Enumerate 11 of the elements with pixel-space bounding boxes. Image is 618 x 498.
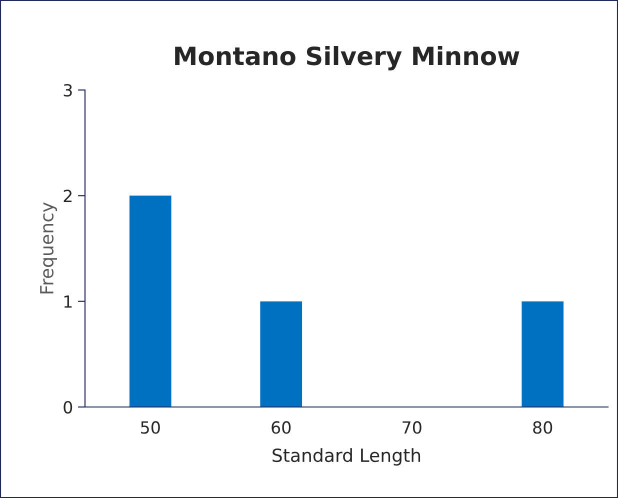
y-tick-label: 0	[64, 400, 72, 414]
chart-title: Montano Silvery Minnow	[175, 46, 520, 70]
y-tick-label: 1	[64, 296, 72, 308]
x-axis-title: Standard Length	[272, 448, 420, 466]
x-tick-label: 80	[533, 421, 552, 434]
y-tick-label: 2	[64, 190, 72, 202]
x-tick-label: 70	[402, 421, 422, 434]
y-axis-title: Frequency	[40, 202, 58, 294]
x-tick-label: 60	[272, 421, 291, 434]
x-tick-label: 50	[141, 421, 160, 434]
y-tick-label: 3	[64, 84, 72, 97]
